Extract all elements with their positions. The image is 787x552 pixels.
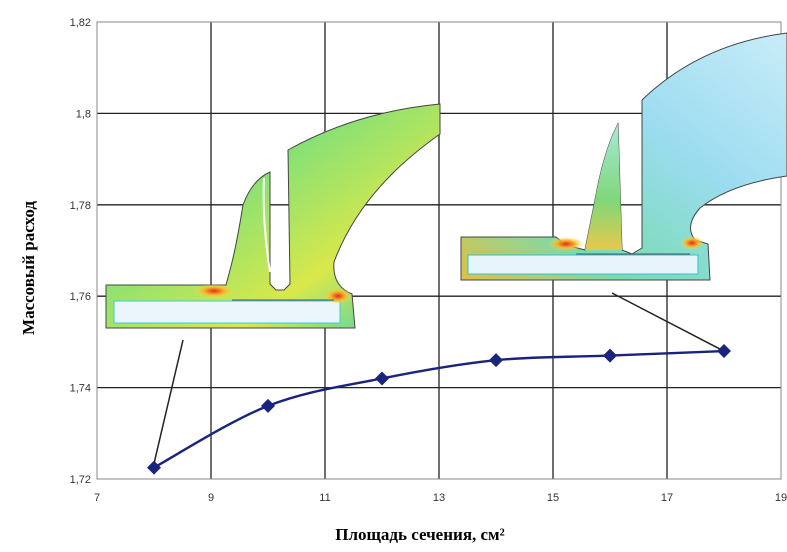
- plot-area-border: [96, 21, 782, 480]
- y-tick-label-1: 1,74: [70, 383, 91, 395]
- x-tick-label-0: 7: [94, 492, 100, 504]
- data-point-markers: [147, 344, 731, 475]
- data-point-3: [489, 353, 503, 368]
- data-point-2: [375, 371, 389, 386]
- y-tick-label-0: 1,72: [70, 474, 91, 486]
- y-axis-label: Массовый расход: [19, 201, 38, 335]
- x-tick-label-5: 17: [661, 492, 673, 504]
- x-tick-label-6: 19: [775, 492, 787, 504]
- data-point-0: [147, 460, 161, 475]
- data-point-5: [717, 344, 731, 359]
- x-tick-label-1: 9: [208, 492, 214, 504]
- x-axis-label: Площадь сечения, см²: [335, 525, 504, 544]
- x-tick-label-3: 13: [433, 492, 445, 504]
- y-tick-label-4: 1,8: [76, 108, 91, 120]
- x-tick-labels: 7 9 11 13 15 17 19: [94, 492, 787, 504]
- y-tick-label-3: 1,78: [70, 200, 91, 212]
- series-line: [153, 349, 725, 469]
- flow-simulation-contour-large-section: [460, 32, 787, 281]
- y-tick-label-2: 1,76: [70, 291, 91, 303]
- x-tick-label-4: 15: [547, 492, 559, 504]
- y-tick-label-5: 1,82: [70, 17, 91, 29]
- plot-frame: [96, 21, 782, 480]
- inset-leader-line-small-section: [153, 339, 184, 464]
- x-tick-label-2: 11: [319, 492, 330, 504]
- data-point-1: [261, 398, 275, 413]
- flow-simulation-contour-small-section: [105, 103, 441, 329]
- inset-leader-line-large-section: [611, 292, 721, 350]
- y-tick-labels: 1,72 1,74 1,76 1,78 1,8 1,82: [70, 17, 91, 486]
- data-point-4: [603, 348, 617, 363]
